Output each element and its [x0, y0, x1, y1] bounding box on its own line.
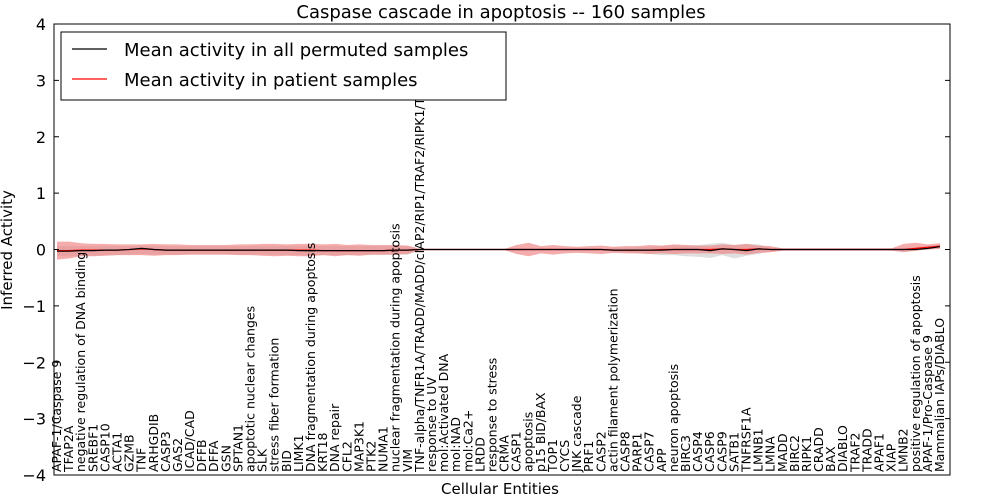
x-category-label: CRMA [497, 435, 512, 472]
series-lines [57, 245, 941, 252]
x-category-label: ACTA1 [110, 432, 125, 472]
x-category-label: BIRC2 [787, 435, 802, 472]
x-category-label: PTK2 [364, 441, 379, 472]
y-axis: −4 −3 −2 −1 0 1 2 3 4 [22, 15, 950, 485]
x-category-label: CYCS [557, 440, 572, 472]
x-axis-label: Cellular Entities [441, 480, 559, 498]
x-category-label: KRT18 [315, 432, 330, 472]
y-tick-label: −1 [22, 297, 46, 316]
x-category-label: BIRC3 [678, 435, 693, 472]
y-tick-label: 2 [36, 128, 46, 147]
y-axis-label: Inferred Activity [0, 190, 16, 310]
x-category-label: TRADD [859, 428, 874, 473]
x-category-label: TNFRSF1A [739, 407, 754, 473]
x-category-label: CASP1 [509, 431, 524, 472]
x-category-label: TOP1 [545, 439, 560, 473]
x-category-label: SATB1 [726, 432, 741, 472]
x-category-label: actin filament polymerization [605, 288, 620, 472]
x-category-label: LIMK1 [291, 434, 306, 472]
x-category-label: apoptosis [521, 412, 536, 472]
x-category-label: PRF1 [581, 441, 596, 472]
y-tick-label: −4 [22, 466, 46, 485]
x-category-label: negative regulation of DNA binding [73, 252, 88, 472]
x-category-label: LMNB1 [751, 428, 766, 472]
x-category-label: LMNA [763, 436, 778, 472]
legend: Mean activity in all permuted samples Me… [60, 31, 507, 101]
x-category-label: mol:Ca2+ [460, 410, 475, 472]
x-category-label: TNF [134, 448, 149, 473]
x-category-label: CASP3 [158, 431, 173, 472]
x-category-label: APP [654, 448, 669, 472]
line-permuted [57, 246, 941, 252]
y-tick-label: 4 [36, 15, 46, 34]
legend-label-patient: Mean activity in patient samples [124, 70, 418, 91]
y-tick-label: −2 [22, 353, 46, 372]
x-category-label: neuron apoptosis [666, 364, 681, 472]
x-category-label: CASP6 [702, 431, 717, 472]
x-category-label: BAX [823, 446, 838, 472]
x-category-label: mol:Activated DNA [436, 353, 451, 472]
x-category-label: GSN [218, 445, 233, 472]
x-category-label: DNA repair [327, 403, 342, 472]
x-category-label: APAF-1/Pro-Caspase 9 [920, 335, 935, 472]
band-patient [57, 241, 940, 260]
x-category-label: positive regulation of apoptosis [908, 275, 923, 472]
x-category-label: nuclear fragmentation during apoptosis [388, 223, 403, 472]
x-category-label: LMNB2 [896, 428, 911, 472]
x-category-label: NUMA1 [376, 426, 391, 472]
x-category-label: APAF-1/Caspase 9 [49, 360, 64, 472]
x-category-label: CASP4 [690, 431, 705, 472]
x-category-label: TFAP2A [61, 425, 76, 473]
x-category-label: PARP1 [630, 433, 645, 472]
y-tick-label: −3 [22, 410, 46, 429]
x-category-label: APAF1 [872, 433, 887, 472]
x-category-label: BID [279, 450, 294, 472]
chart-title: Caspase cascade in apoptosis -- 160 samp… [296, 2, 705, 23]
x-category-label: VIM [400, 449, 415, 472]
legend-label-permuted: Mean activity in all permuted samples [124, 40, 468, 61]
x-category-label: DNA fragmentation during apoptosis [303, 243, 318, 472]
x-category-label: apoptotic nuclear changes [243, 306, 258, 472]
y-tick-label: 3 [36, 71, 46, 90]
x-category-label: GAS2 [170, 438, 185, 472]
y-tick-label: 0 [36, 241, 46, 260]
x-category-label: TNF-alpha/TNFR1A/TRADD/MADD/cIAP2/RIP1/T… [412, 62, 427, 473]
x-category-label: CASP2 [593, 431, 608, 472]
x-category-label: SREBF1 [85, 424, 100, 472]
x-category-label: CFL2 [339, 441, 354, 472]
x-category-label: CRADD [811, 427, 826, 472]
legend-box [60, 31, 507, 101]
x-category-label: DFFB [194, 439, 209, 472]
x-category-label: p15 BID/BAX [533, 392, 548, 472]
x-category-label: CASP9 [714, 431, 729, 472]
x-category-label: CASP10 [97, 423, 112, 472]
x-category-label: JNK cascade [569, 395, 584, 473]
x-category-label: SPTAN1 [230, 424, 245, 472]
x-category-label: MADD [775, 433, 790, 472]
x-category-label: response to stress [485, 358, 500, 472]
confidence-bands [57, 241, 940, 260]
x-category-label: mol:NAD [448, 417, 463, 472]
x-category-label: ICAD/CAD [182, 410, 197, 472]
x-category-label: GZMB [122, 434, 137, 472]
x-category-label: RIPK1 [799, 436, 814, 472]
x-category-label: XIAP [884, 443, 899, 472]
x-category-label: TRAF2 [847, 432, 862, 473]
x-category-label: stress fiber formation [267, 338, 282, 472]
x-category-label: response to UV [424, 377, 439, 472]
x-category-label: ARHGDIB [146, 414, 161, 472]
x-category-label: MAP3K1 [351, 421, 366, 472]
y-tick-label: 1 [36, 184, 46, 203]
x-category-label: SLK [255, 448, 270, 472]
x-category-label: CASP8 [618, 431, 633, 472]
x-category-label: DIABLO [835, 425, 850, 472]
x-category-label: Mammalian IAPs/DIABLO [932, 318, 947, 472]
x-category-label: LRDD [472, 437, 487, 472]
x-category-label: CASP7 [642, 431, 657, 472]
x-category-label: DFFA [206, 440, 221, 472]
